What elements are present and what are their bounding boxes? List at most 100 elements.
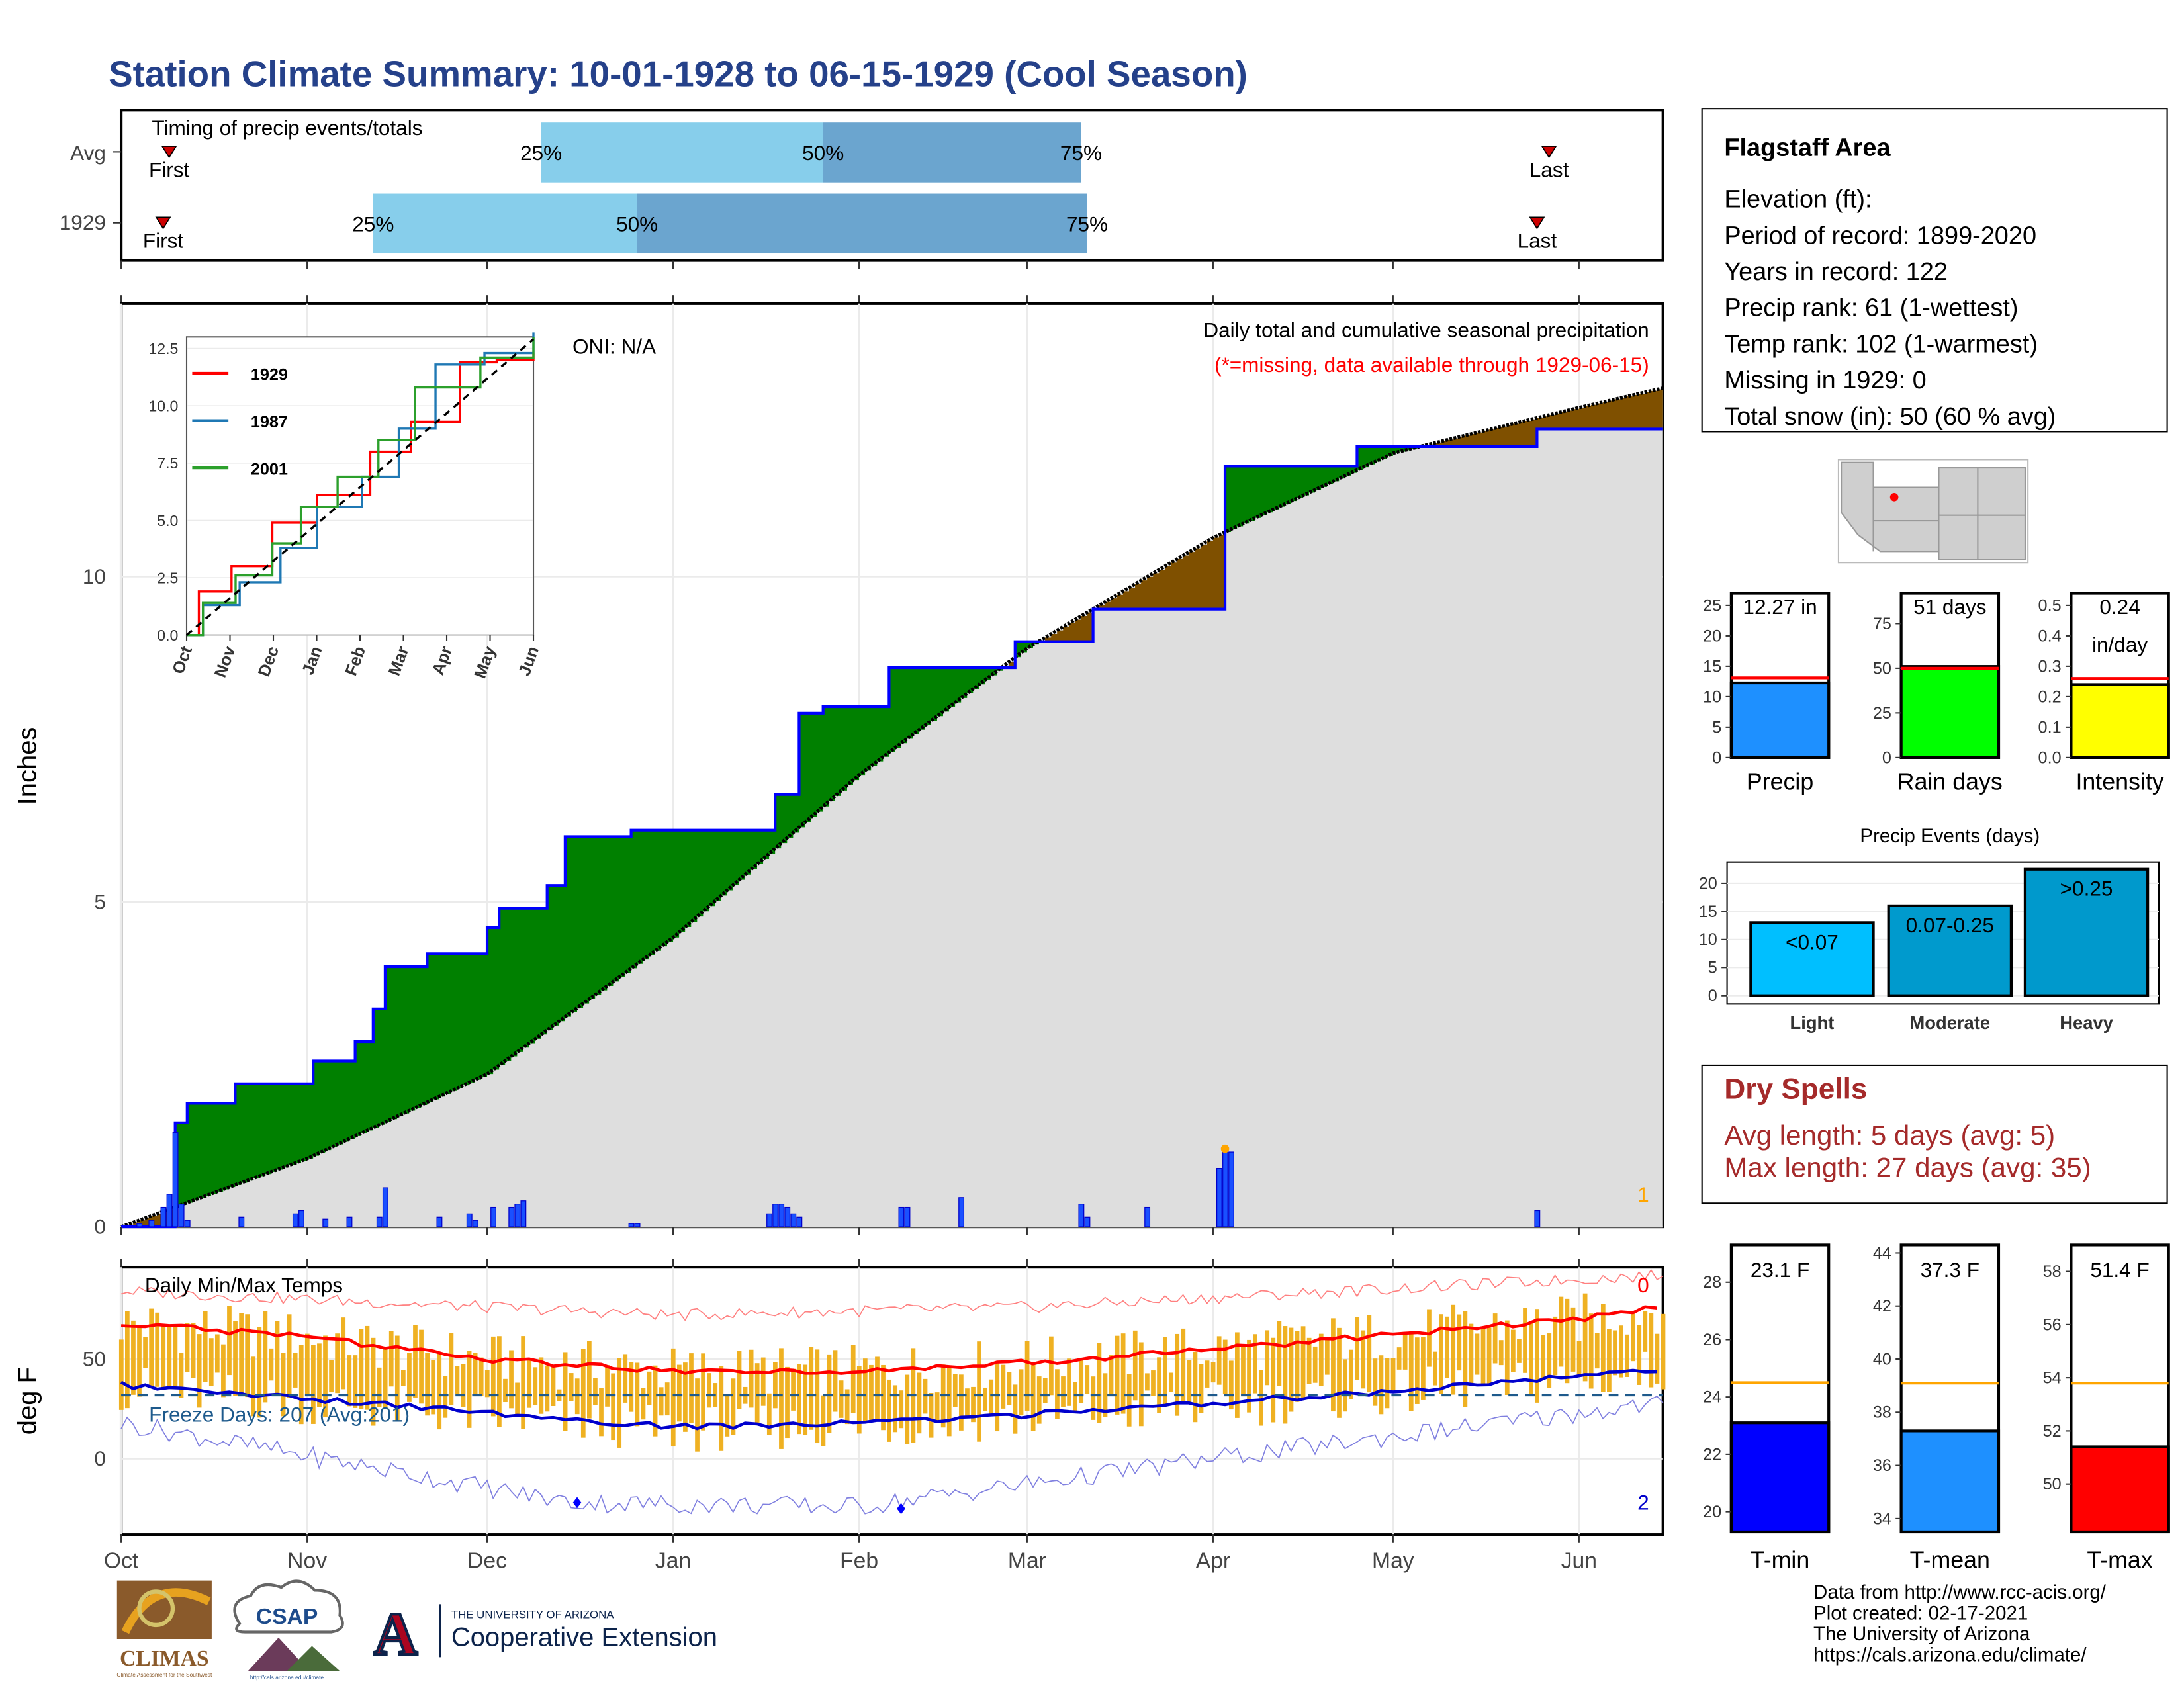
daily-temp-bar xyxy=(311,1345,316,1424)
record-min-line xyxy=(120,1396,1664,1515)
daily-temp-bar xyxy=(995,1362,1000,1432)
daily-temp-bar xyxy=(1324,1339,1330,1375)
daily-temp-bar xyxy=(959,1374,964,1431)
daily-temp-bar xyxy=(388,1331,394,1387)
daily-temp-bar xyxy=(749,1349,754,1408)
x-tick-label: Mar xyxy=(1008,1549,1046,1574)
daily-temp-bar xyxy=(1433,1351,1437,1386)
x-tick-label: Apr xyxy=(1196,1549,1230,1574)
temp-bar-label: T-mean xyxy=(1910,1547,1990,1574)
daily-temp-bar xyxy=(1024,1341,1030,1411)
summary-tick-label: 0 xyxy=(1882,748,1891,767)
daily-temp-bar xyxy=(359,1329,364,1409)
summary-value-label: 51 days xyxy=(1913,595,1987,619)
daily-temp-bar xyxy=(695,1378,700,1452)
daily-temp-bar xyxy=(400,1370,406,1386)
daily-temp-bar xyxy=(869,1364,874,1420)
events-tick-label: 5 xyxy=(1708,959,1717,977)
daily-temp-bar xyxy=(1486,1327,1492,1384)
daily-temp-bar xyxy=(803,1364,808,1435)
summary-tick-label: 0 xyxy=(1712,748,1721,767)
station-line: Elevation (ft): xyxy=(1724,186,1872,214)
daily-temp-bar xyxy=(791,1368,796,1411)
climas-logo: CLIMAS Climate Assessment for the Southw… xyxy=(116,1580,212,1678)
daily-temp-bar xyxy=(1019,1369,1024,1416)
daily-temp-bar xyxy=(1373,1358,1378,1406)
daily-temp-bar xyxy=(1271,1337,1276,1423)
temp-bar-label: T-min xyxy=(1751,1547,1809,1574)
events-bar-value: <0.07 xyxy=(1786,930,1839,954)
daily-temp-bar xyxy=(850,1345,856,1413)
footer: Data from http://www.rcc-acis.org/ Plot … xyxy=(1813,1581,2107,1666)
daily-precip-bar xyxy=(136,1223,143,1227)
daily-temp-bar xyxy=(1061,1376,1066,1407)
inset-legend-label: 1929 xyxy=(251,366,288,384)
y-axis-title: Inches xyxy=(13,727,42,805)
daily-temp-bar xyxy=(124,1311,130,1409)
daily-temp-bar xyxy=(862,1358,868,1422)
inset-avg-line xyxy=(185,338,535,636)
station-name: Flagstaff Area xyxy=(1724,134,1891,162)
dry-spells-title: Dry Spells xyxy=(1724,1073,1867,1105)
daily-precip-bar xyxy=(778,1204,785,1227)
summary-bars: 0 5 10 15 20 25 12.27 in Precip 0 25 50 75 51 days Ra… xyxy=(1703,592,2170,795)
daily-temp-bar xyxy=(329,1360,334,1393)
temp-bar-tick-label: 28 xyxy=(1703,1273,1721,1292)
daily-temp-bar xyxy=(737,1351,742,1409)
temp-bar-tick-label: 22 xyxy=(1703,1445,1721,1464)
daily-temp-bar xyxy=(1097,1343,1102,1423)
daily-temp-bar xyxy=(653,1365,658,1437)
station-frame xyxy=(1701,108,2168,433)
daily-temp-bar xyxy=(490,1336,496,1417)
daily-temp-bar xyxy=(515,1382,520,1417)
daily-temp-bar xyxy=(1138,1342,1144,1427)
inset-y-tick: 2.5 xyxy=(157,569,178,586)
daily-temp-bar xyxy=(875,1356,880,1421)
temp-bar-label: T-max xyxy=(2087,1547,2152,1574)
daily-temp-bar xyxy=(1228,1360,1234,1410)
x-tick-label: Jun xyxy=(1561,1549,1597,1574)
first-label: First xyxy=(143,229,184,253)
daily-temp-bar xyxy=(1547,1333,1552,1388)
daily-precip-bar xyxy=(148,1220,155,1227)
daily-temp-bar xyxy=(1103,1373,1108,1417)
summary-tick-label: 10 xyxy=(1703,688,1721,706)
events-bar xyxy=(1887,904,2013,997)
ua-top-text: THE UNIVERSITY OF ARIZONA xyxy=(451,1608,614,1621)
daily-precip-bar xyxy=(172,1132,179,1227)
timing-panel: Timing of precip events/totals Avg 1929 … xyxy=(60,109,1664,304)
first-label: First xyxy=(149,157,190,181)
daily-temp-bar xyxy=(221,1344,226,1398)
daily-precip-bar xyxy=(1534,1210,1541,1227)
daily-temp-bar xyxy=(593,1378,598,1405)
first-marker xyxy=(155,216,171,230)
daily-temp-bar xyxy=(1504,1320,1510,1396)
footer-line: https://cals.arizona.edu/climate/ xyxy=(1813,1644,2087,1666)
y-axis-title: deg F xyxy=(13,1367,42,1435)
daily-temp-bar xyxy=(563,1352,568,1431)
summary-bar xyxy=(1899,665,2001,759)
temp-bar-tick-label: 40 xyxy=(1873,1350,1891,1368)
inset-legend-label: 1987 xyxy=(251,413,288,431)
daily-temp-bar xyxy=(503,1378,508,1403)
daily-temp-bar xyxy=(1355,1317,1360,1380)
daily-temp-bar xyxy=(707,1373,712,1408)
daily-temp-bar xyxy=(1613,1330,1617,1376)
max-daily-count: 1 xyxy=(1637,1182,1649,1206)
ua-logo: A THE UNIVERSITY OF ARIZONA Cooperative … xyxy=(372,1599,717,1669)
daily-temp-bar xyxy=(1343,1359,1347,1412)
daily-precip-bar xyxy=(784,1206,791,1227)
daily-temp-bar xyxy=(1480,1327,1486,1385)
temp-bar-value: 51.4 F xyxy=(2090,1258,2149,1282)
record-high-count: 0 xyxy=(1637,1273,1649,1297)
csap-url: http://cals.arizona.edu/climate xyxy=(250,1674,324,1681)
events-bar xyxy=(2023,867,2150,997)
daily-temp-bar xyxy=(293,1353,298,1388)
inset-series-line xyxy=(187,353,535,637)
daily-temp-bar xyxy=(719,1366,724,1451)
daily-temp-bar xyxy=(1222,1339,1228,1394)
daily-temp-bar xyxy=(1469,1323,1474,1384)
precip-heading: Daily total and cumulative seasonal prec… xyxy=(1203,318,1649,341)
daily-temp-bar xyxy=(676,1364,682,1422)
